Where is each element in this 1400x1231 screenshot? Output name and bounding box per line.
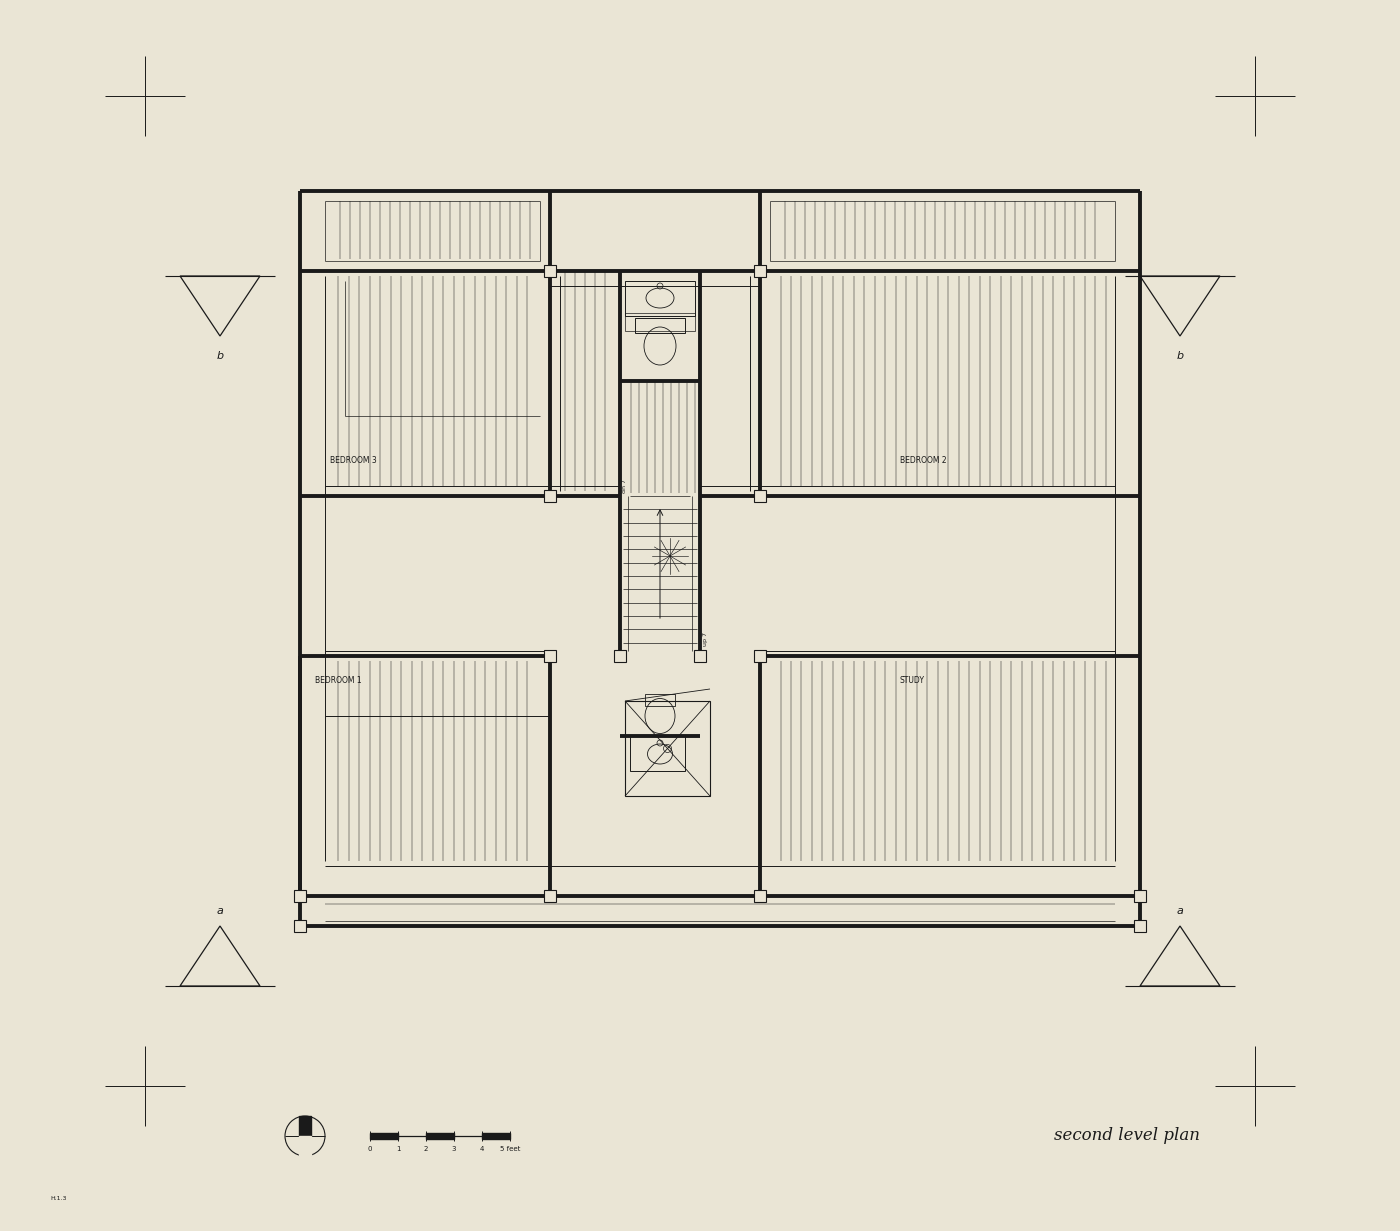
Text: STUDY: STUDY (900, 676, 925, 684)
Bar (294, 890, 307, 902)
Text: BEDROOM 3: BEDROOM 3 (330, 457, 377, 465)
Text: BEDROOM 1: BEDROOM 1 (315, 676, 361, 684)
Bar (636, 318, 685, 334)
Bar (630, 736, 685, 771)
Bar (755, 890, 766, 902)
Text: 2: 2 (424, 1146, 428, 1152)
Polygon shape (426, 1133, 454, 1139)
Text: b: b (1176, 351, 1183, 361)
Bar (645, 694, 675, 707)
Bar (545, 890, 556, 902)
Text: 3: 3 (452, 1146, 456, 1152)
Bar (545, 490, 556, 502)
Bar (755, 265, 766, 277)
Bar (624, 700, 710, 796)
Text: dn 7: dn 7 (622, 479, 627, 492)
Bar (694, 650, 706, 662)
Bar (294, 920, 307, 932)
Bar (624, 281, 694, 316)
Bar (755, 490, 766, 502)
Polygon shape (300, 1136, 311, 1156)
Bar (545, 265, 556, 277)
Text: up 7: up 7 (703, 632, 708, 646)
Bar (545, 650, 556, 662)
Text: 0: 0 (368, 1146, 372, 1152)
Polygon shape (370, 1133, 398, 1139)
Bar (624, 313, 694, 331)
Text: second level plan: second level plan (1054, 1128, 1200, 1145)
Text: 4: 4 (480, 1146, 484, 1152)
Text: a: a (1176, 906, 1183, 916)
Bar (755, 650, 766, 662)
Bar (615, 650, 626, 662)
Polygon shape (300, 1117, 311, 1136)
Text: 5 feet: 5 feet (500, 1146, 521, 1152)
Polygon shape (482, 1133, 510, 1139)
Text: H.1.3: H.1.3 (50, 1197, 67, 1201)
Bar (1134, 920, 1147, 932)
Text: 1: 1 (396, 1146, 400, 1152)
Bar (1134, 890, 1147, 902)
Text: b: b (217, 351, 224, 361)
Text: BEDROOM 2: BEDROOM 2 (900, 457, 946, 465)
Text: a: a (217, 906, 224, 916)
